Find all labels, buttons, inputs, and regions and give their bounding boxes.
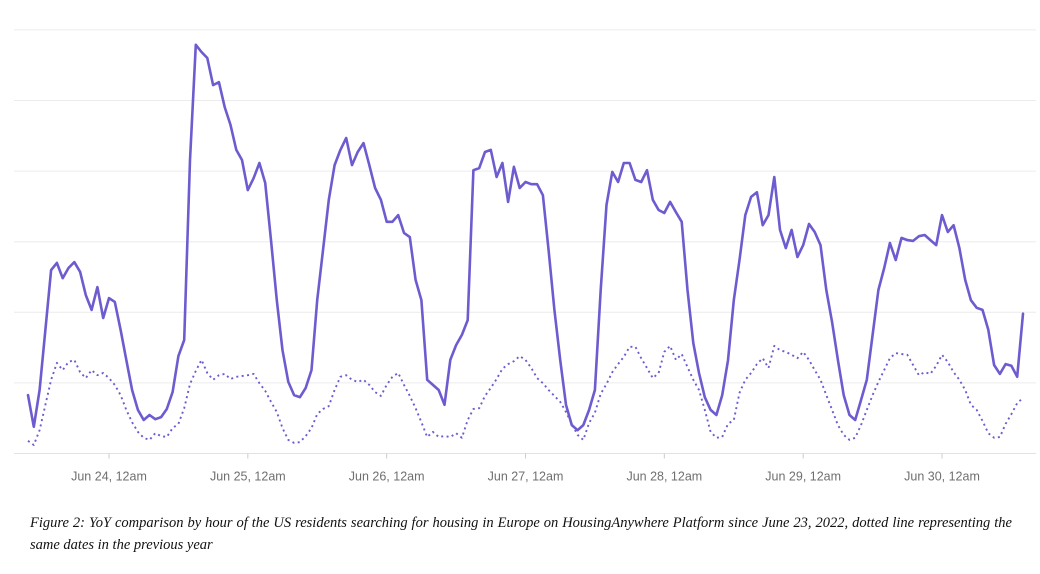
figure-caption: Figure 2: YoY comparison by hour of the … <box>30 515 1012 554</box>
previous-year-dotted-line <box>27 344 1024 446</box>
x-tick-label: Jun 29, 12am <box>765 470 841 484</box>
yoy-line-chart: Jun 24, 12am Jun 25, 12am Jun 26, 12am Jun … <box>14 29 1036 484</box>
current-year-line <box>26 43 1025 432</box>
x-tick-label: Jun 26, 12am <box>349 470 425 484</box>
x-tick-label: Jun 28, 12am <box>626 470 702 484</box>
x-tick-label: Jun 25, 12am <box>210 470 286 484</box>
x-tick-label: Jun 30, 12am <box>904 470 980 484</box>
x-tick-label: Jun 24, 12am <box>71 470 147 484</box>
x-tick-label: Jun 27, 12am <box>488 470 564 484</box>
chart-area: Jun 24, 12am Jun 25, 12am Jun 26, 12am Jun … <box>14 29 1036 484</box>
